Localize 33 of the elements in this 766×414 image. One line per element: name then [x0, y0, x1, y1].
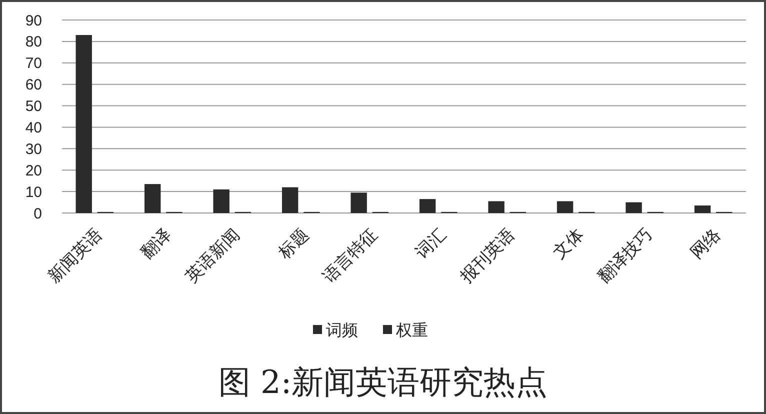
x-tick-label: 词汇 [412, 224, 450, 263]
x-tick-label: 网络 [687, 224, 726, 263]
y-tick-label: 30 [25, 140, 42, 158]
legend-label: 权重 [395, 322, 428, 340]
y-tick-label: 0 [34, 205, 42, 222]
y-tick-label: 20 [25, 162, 42, 180]
x-tick-label: 标题 [274, 224, 313, 264]
x-tick-label: 语言特征 [319, 224, 382, 288]
bar [419, 199, 436, 213]
bar [282, 187, 298, 213]
x-tick-label: 英语新闻 [182, 224, 244, 288]
bar [350, 192, 367, 213]
legend-label: 词频 [326, 322, 358, 340]
y-tick-label: 80 [25, 34, 42, 51]
x-tick-label: 翻译 [137, 224, 176, 263]
y-tick-label: 60 [25, 76, 42, 94]
bar [556, 201, 574, 213]
y-tick-label: 50 [25, 98, 42, 116]
x-tick-label: 文体 [550, 224, 588, 263]
y-tick-label: 40 [25, 119, 42, 136]
y-tick-label: 10 [25, 184, 42, 201]
bar [213, 189, 230, 213]
x-tick-label: 新闻英语 [44, 224, 107, 288]
y-tick-label: 70 [25, 55, 42, 72]
text: 图 2:新闻英语研究热点 [218, 363, 548, 401]
bar [488, 201, 504, 213]
bar [694, 205, 711, 213]
y-tick-label: 90 [25, 12, 42, 30]
bar [144, 184, 161, 213]
bar [626, 202, 642, 213]
x-tick-label: 翻译技巧 [594, 224, 657, 288]
x-tick-label: 报刊英语 [456, 224, 520, 288]
bar [76, 35, 92, 213]
